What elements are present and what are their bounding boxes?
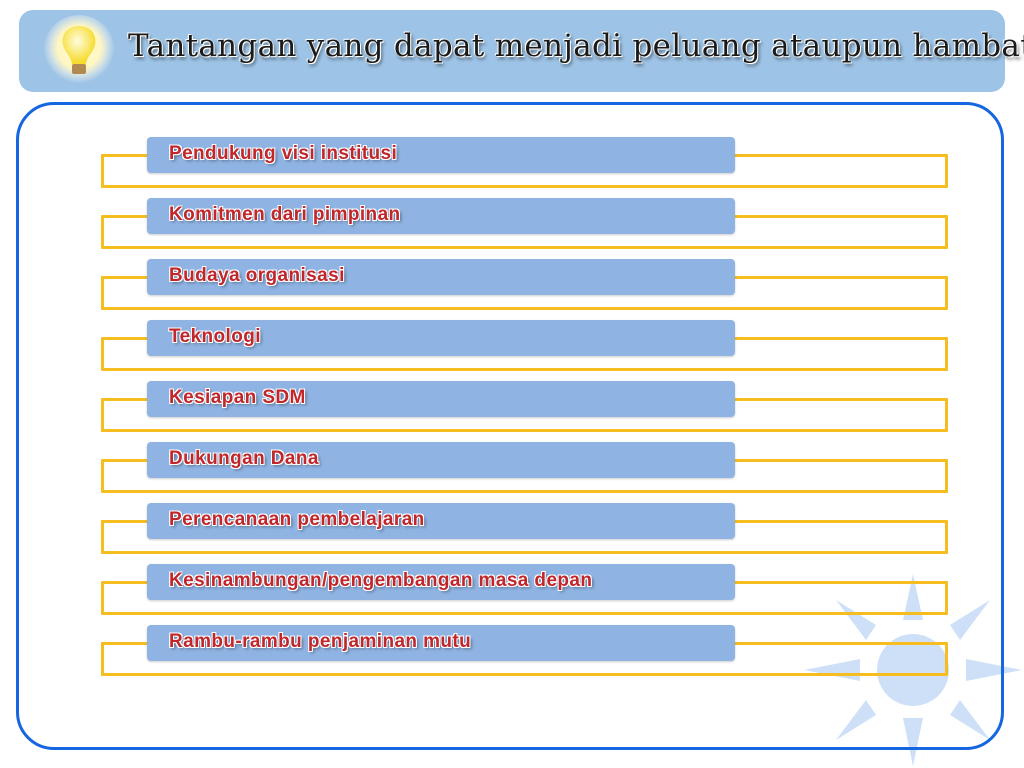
list-item: Dukungan Dana (0, 442, 1024, 502)
item-label: Kesiapan SDM (169, 387, 306, 408)
item-label: Kesinambungan/pengembangan masa depan (169, 570, 593, 591)
item-bar: Dukungan Dana (147, 442, 735, 478)
item-label: Rambu-rambu penjaminan mutu (169, 631, 472, 652)
page-title: Tantangan yang dapat menjadi peluang ata… (128, 28, 1024, 64)
list-item: Rambu-rambu penjaminan mutu (0, 625, 1024, 685)
item-label: Dukungan Dana (169, 448, 319, 469)
list-item: Budaya organisasi (0, 259, 1024, 319)
item-bar: Perencanaan pembelajaran (147, 503, 735, 539)
item-bar: Budaya organisasi (147, 259, 735, 295)
item-label: Budaya organisasi (169, 265, 345, 286)
item-label: Teknologi (169, 326, 261, 347)
item-bar: Komitmen dari pimpinan (147, 198, 735, 234)
item-bar: Teknologi (147, 320, 735, 356)
item-bar: Kesiapan SDM (147, 381, 735, 417)
lightbulb-icon (43, 15, 115, 87)
item-label: Pendukung visi institusi (169, 143, 398, 164)
list-item: Komitmen dari pimpinan (0, 198, 1024, 258)
content-frame (16, 102, 1004, 750)
list-item: Teknologi (0, 320, 1024, 380)
item-bar: Kesinambungan/pengembangan masa depan (147, 564, 735, 600)
list-item: Pendukung visi institusi (0, 137, 1024, 197)
list-item: Kesiapan SDM (0, 381, 1024, 441)
item-label: Komitmen dari pimpinan (169, 204, 401, 225)
slide-header (19, 10, 1005, 92)
list-item: Perencanaan pembelajaran (0, 503, 1024, 563)
list-item: Kesinambungan/pengembangan masa depan (0, 564, 1024, 624)
item-bar: Pendukung visi institusi (147, 137, 735, 173)
item-label: Perencanaan pembelajaran (169, 509, 425, 530)
item-bar: Rambu-rambu penjaminan mutu (147, 625, 735, 661)
